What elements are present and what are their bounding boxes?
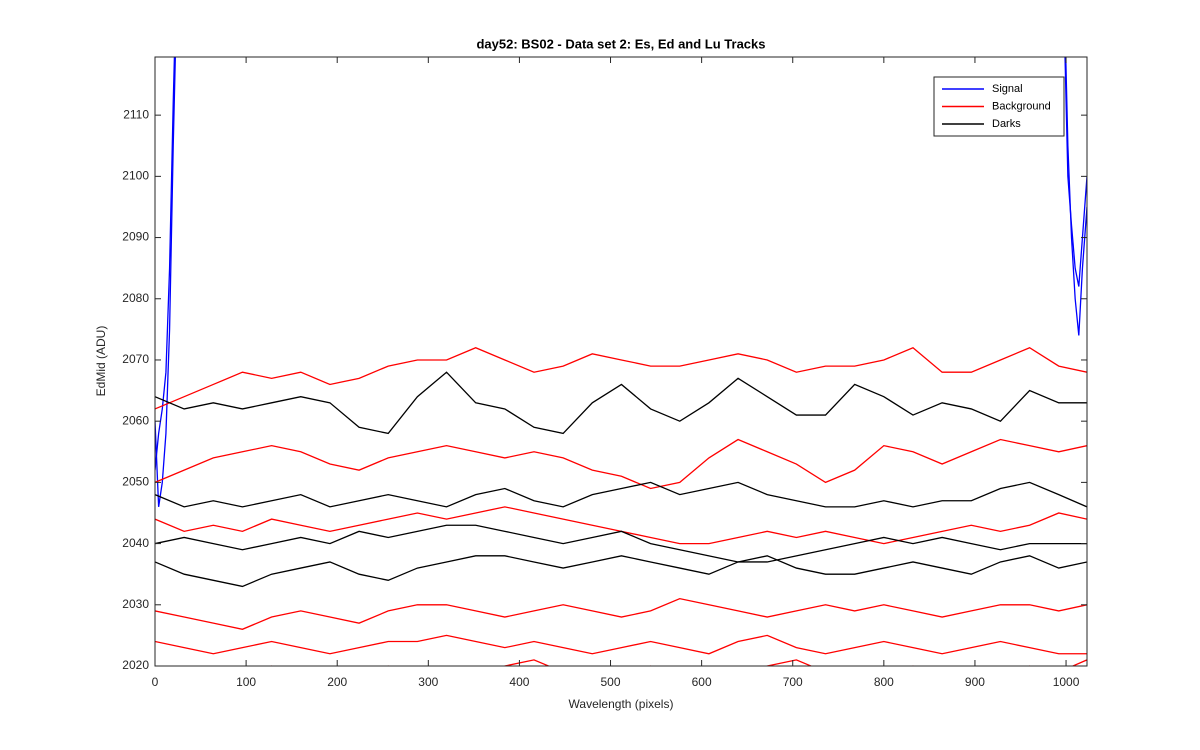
plot-frame <box>154 56 1088 667</box>
trace-line <box>155 555 1087 588</box>
y-tick-label: 2110 <box>123 107 149 121</box>
legend: Signal Background Darks <box>933 76 1065 137</box>
plot-area <box>155 57 1087 666</box>
y-axis-label: EdMid (ADU) <box>94 326 108 397</box>
x-tick-label: 900 <box>965 675 985 689</box>
x-tick-label: 0 <box>152 675 159 689</box>
y-tick-label: 2080 <box>122 291 149 305</box>
trace-line <box>155 597 1087 630</box>
trace-line <box>155 524 1087 563</box>
trace-line <box>155 634 1087 655</box>
trace-line <box>155 57 176 507</box>
x-tick-label: 300 <box>418 675 438 689</box>
y-tick-label: 2100 <box>122 169 149 183</box>
x-tick-label: 700 <box>783 675 803 689</box>
legend-label: Background <box>992 100 1051 112</box>
x-axis-label: Wavelength (pixels) <box>569 697 674 711</box>
x-tick-label: 400 <box>509 675 529 689</box>
lines <box>155 57 1087 666</box>
y-tick-label: 2050 <box>122 475 149 489</box>
trace-line <box>155 57 176 471</box>
y-tick-label: 2070 <box>122 352 149 366</box>
x-tick-label: 100 <box>236 675 256 689</box>
chart-title: day52: BS02 - Data set 2: Es, Ed and Lu … <box>476 36 765 51</box>
trace-line <box>155 346 1087 410</box>
x-tick-label: 200 <box>327 675 347 689</box>
legend-label: Darks <box>992 118 1021 130</box>
trace-line <box>155 438 1087 490</box>
y-tick-label: 2040 <box>122 536 149 550</box>
x-tick-label: 1000 <box>1053 675 1080 689</box>
y-tick-label: 2090 <box>122 230 149 244</box>
trace-line <box>155 371 1087 435</box>
x-tick-label: 600 <box>692 675 712 689</box>
y-tick-label: 2030 <box>122 597 149 611</box>
trace-line <box>155 481 1087 508</box>
y-tick-label: 2060 <box>122 413 149 427</box>
legend-label: Signal <box>992 83 1023 95</box>
trace-line <box>1065 57 1087 336</box>
y-tick-label: 2020 <box>122 658 149 672</box>
x-tick-label: 800 <box>874 675 894 689</box>
x-tick-label: 500 <box>601 675 621 689</box>
